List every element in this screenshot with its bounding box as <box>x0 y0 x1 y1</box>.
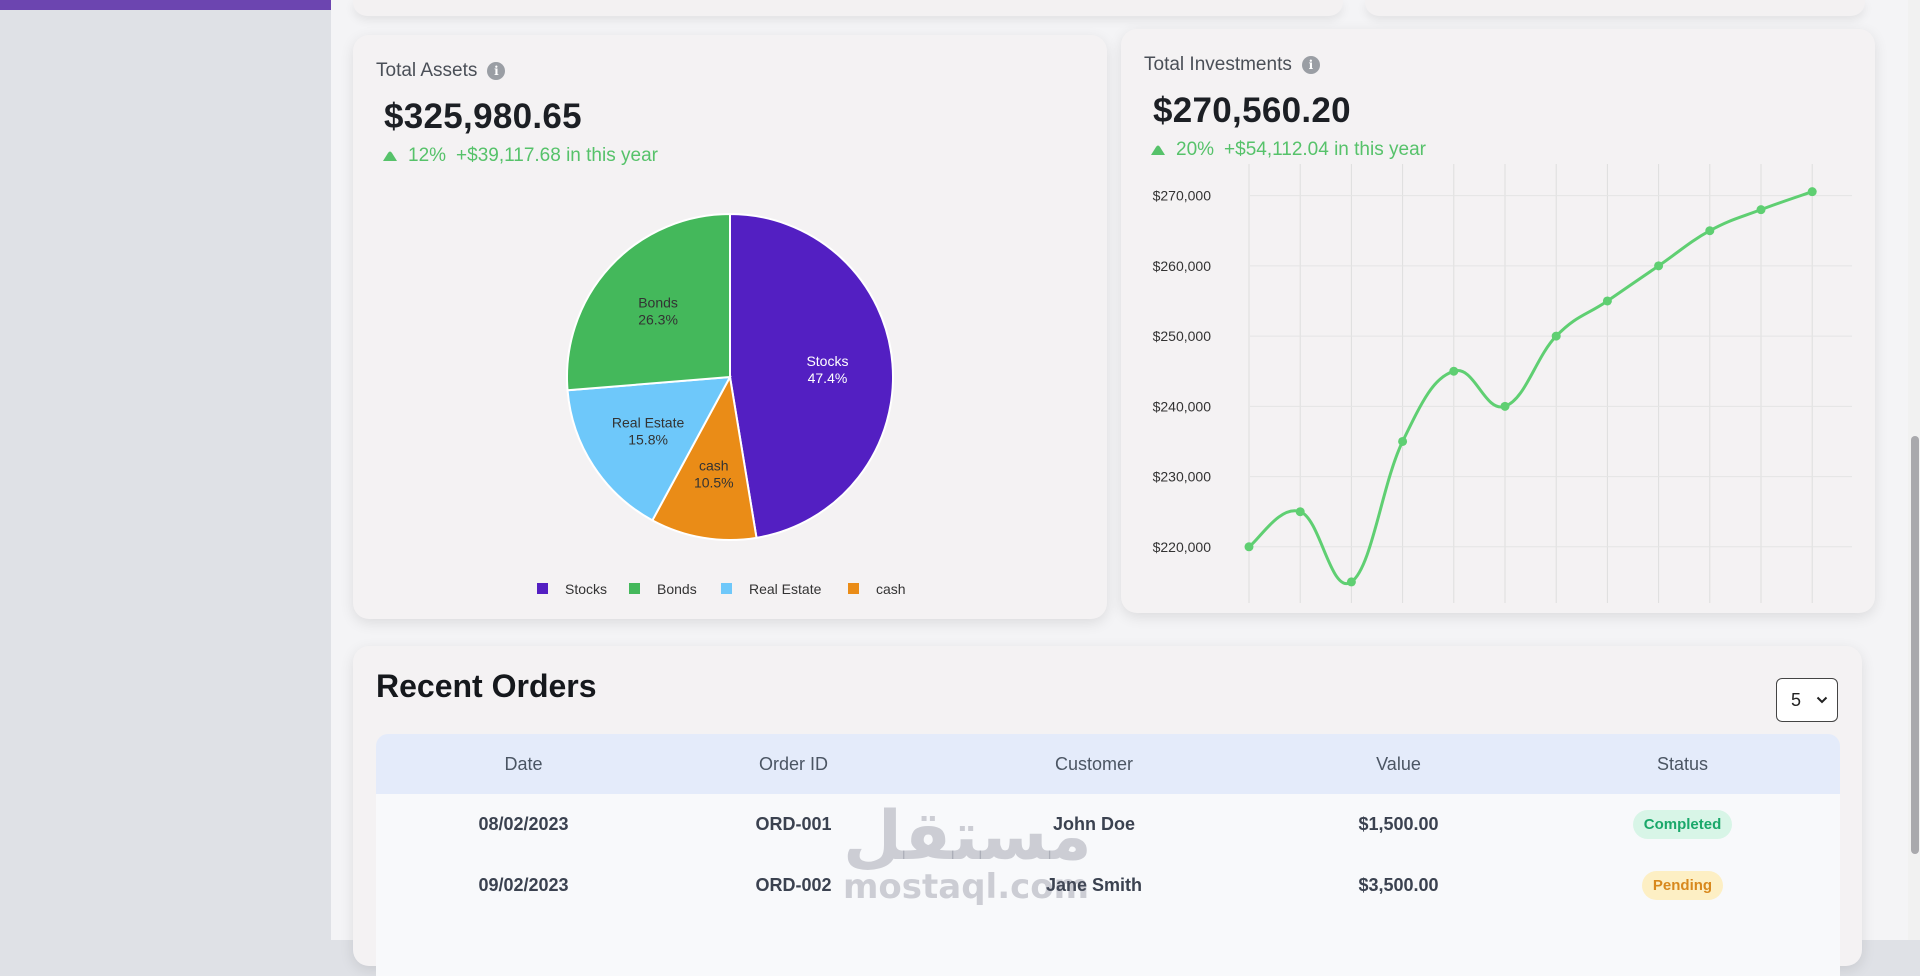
data-point[interactable] <box>1295 507 1305 517</box>
pie-slice-percent: 47.4% <box>808 370 848 386</box>
y-tick-label: $220,000 <box>1153 539 1212 555</box>
legend-label: Bonds <box>657 581 697 597</box>
data-point[interactable] <box>1244 542 1254 552</box>
order-id: ORD-001 <box>755 814 832 834</box>
pie-slice-percent: 10.5% <box>694 474 734 490</box>
data-point[interactable] <box>1551 331 1561 341</box>
legend-item-bonds[interactable]: Bonds <box>629 581 697 597</box>
legend-swatch <box>537 583 548 594</box>
top-card-bottom-edge <box>353 0 1343 16</box>
column-header-status[interactable]: Status <box>1656 753 1709 774</box>
growth-amount-text: +$39,117.68 in this year <box>456 145 658 166</box>
total-investments-card: Total Investments i $270,560.20 20% +$54… <box>1121 29 1875 613</box>
chevron-down-icon <box>1816 696 1828 704</box>
growth-percent: 20% <box>1176 139 1215 160</box>
table-row[interactable] <box>376 916 1840 976</box>
total-assets-label: Total Assets <box>376 60 478 81</box>
pie-slice-real-estate[interactable] <box>566 375 732 522</box>
recent-orders-title: Recent Orders <box>376 668 597 704</box>
top-card-bottom-edge <box>1365 0 1865 16</box>
total-investments-amount: $270,560.20 <box>1153 91 1351 130</box>
column-header-value[interactable]: Value <box>1376 753 1421 774</box>
total-investments-label: Total Investments <box>1144 54 1292 75</box>
pie-slice-label: cash <box>699 457 729 473</box>
data-point[interactable] <box>1602 296 1612 306</box>
status-badge: Pending <box>1641 871 1724 900</box>
pie-slice-label: Bonds <box>638 295 678 311</box>
column-header-date[interactable]: Date <box>504 753 543 774</box>
data-point[interactable] <box>1500 401 1510 411</box>
table-header: Date Order ID Customer Value Status <box>376 734 1840 794</box>
scrollbar-thumb[interactable] <box>1911 436 1919 854</box>
y-tick-label: $270,000 <box>1153 188 1212 204</box>
legend-item-cash[interactable]: cash <box>848 581 906 597</box>
data-point[interactable] <box>1398 436 1408 446</box>
legend-label: Real Estate <box>749 581 822 597</box>
data-point[interactable] <box>1449 366 1459 376</box>
recent-orders-card: Recent Orders 5 Date Order ID Customer V… <box>353 646 1862 976</box>
investments-series-line <box>1248 190 1813 586</box>
order-value: $1,500.00 <box>1358 814 1439 834</box>
pie-slice-percent: 15.8% <box>628 431 668 447</box>
order-customer: Jane Smith <box>1045 875 1143 895</box>
order-date: 08/02/2023 <box>478 814 569 834</box>
info-icon[interactable]: i <box>487 62 506 80</box>
y-tick-label: $230,000 <box>1153 469 1212 485</box>
legend-item-stocks[interactable]: Stocks <box>537 581 607 597</box>
legend-swatch <box>629 583 640 594</box>
column-header-order-id[interactable]: Order ID <box>758 753 828 774</box>
order-status-cell: Pending <box>1525 871 1840 900</box>
data-point[interactable] <box>1654 261 1664 271</box>
legend-swatch <box>848 583 859 594</box>
status-badge: Completed <box>1632 810 1733 839</box>
pie-slice-stocks[interactable] <box>729 212 894 539</box>
total-assets-growth: 12% +$39,117.68 in this year <box>382 145 658 167</box>
investments-line-chart: $220,000 $230,000 $240,000 $250,000 $260,000… <box>1153 164 1852 603</box>
data-point[interactable] <box>1807 187 1817 197</box>
data-point[interactable] <box>1756 205 1766 215</box>
y-tick-label: $250,000 <box>1153 328 1212 344</box>
growth-amount-text: +$54,112.04 in this year <box>1224 139 1426 160</box>
column-header-customer[interactable]: Customer <box>1054 753 1134 774</box>
info-icon[interactable]: i <box>1301 56 1320 74</box>
table-body: 08/02/2023 ORD-001 John Doe $1,500.00 Co… <box>376 794 1840 976</box>
rows-per-page-value: 5 <box>1791 689 1802 710</box>
total-investments-growth: 20% +$54,112.04 in this year <box>1150 139 1426 161</box>
total-investments-title: Total Investments i <box>1144 54 1320 76</box>
data-point[interactable] <box>1705 226 1715 236</box>
total-assets-card: Total Assets i $325,980.65 12% +$39,117.… <box>353 35 1107 619</box>
legend-swatch <box>721 583 732 594</box>
table-row[interactable]: 08/02/2023 ORD-001 John Doe $1,500.00 Co… <box>376 794 1840 855</box>
pie-slice-bonds[interactable] <box>566 212 731 392</box>
growth-percent: 12% <box>408 145 447 166</box>
order-customer: John Doe <box>1052 814 1135 834</box>
order-status-cell: Completed <box>1525 810 1840 839</box>
y-tick-label: $260,000 <box>1153 258 1212 274</box>
pie-slice-label: Stocks <box>806 353 848 369</box>
pie-slice-label: Real Estate <box>612 414 685 430</box>
pie-slice-percent: 26.3% <box>638 312 678 328</box>
y-tick-label: $240,000 <box>1153 398 1212 414</box>
legend-item-real-estate[interactable]: Real Estate <box>721 581 822 597</box>
total-assets-amount: $325,980.65 <box>384 97 582 136</box>
pie-slice-cash[interactable] <box>651 373 758 541</box>
data-point[interactable] <box>1346 577 1356 587</box>
legend-label: cash <box>876 581 906 597</box>
trend-up-icon <box>1151 145 1165 155</box>
rows-per-page-select[interactable]: 5 <box>1776 678 1838 722</box>
trend-up-icon <box>383 151 397 161</box>
total-assets-title: Total Assets i <box>376 60 506 82</box>
legend-label: Stocks <box>565 581 607 597</box>
table-row[interactable]: 09/02/2023 ORD-002 Jane Smith $3,500.00 … <box>376 855 1840 916</box>
order-value: $3,500.00 <box>1358 875 1439 895</box>
order-id: ORD-002 <box>755 875 832 895</box>
order-date: 09/02/2023 <box>478 875 569 895</box>
